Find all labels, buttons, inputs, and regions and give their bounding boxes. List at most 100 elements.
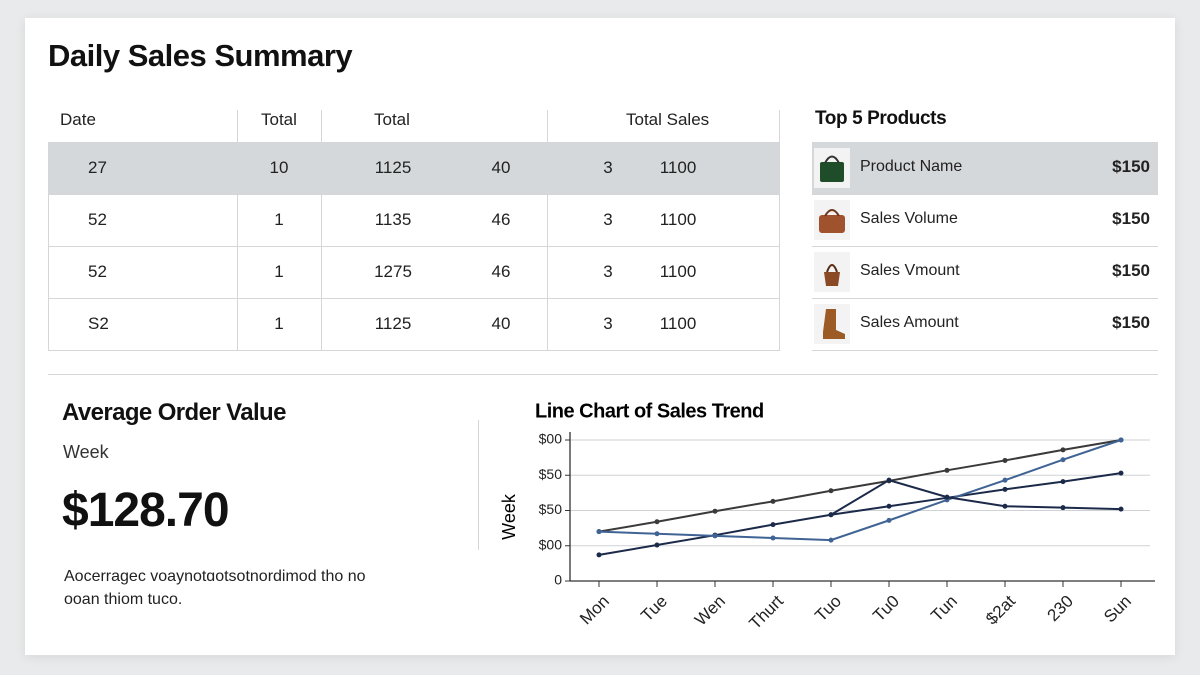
section-divider xyxy=(478,420,479,550)
row-divider xyxy=(812,246,1158,247)
row-divider xyxy=(812,298,1158,299)
series-point xyxy=(712,508,718,514)
x-tick-label: Wen xyxy=(691,592,729,630)
y-axis-label: Week xyxy=(499,493,519,540)
x-tick-label: $2at xyxy=(982,591,1019,628)
column-header: Total Sales xyxy=(626,110,710,129)
table-cell: 3 xyxy=(603,314,613,333)
y-tick-label: $00 xyxy=(539,431,563,447)
product-price: $150 xyxy=(1112,313,1150,332)
series-line xyxy=(598,439,1122,533)
series-point xyxy=(1002,457,1008,463)
series-point xyxy=(596,552,602,558)
table-cell: 52 xyxy=(88,210,107,229)
x-tick-label: Tue xyxy=(637,592,671,626)
product-name: Product Name xyxy=(860,158,963,175)
product-image xyxy=(814,148,850,188)
series-point xyxy=(770,535,776,541)
table-cell: 46 xyxy=(491,210,511,229)
row-divider xyxy=(812,194,1158,195)
series-point xyxy=(1002,486,1008,492)
row-highlight xyxy=(48,142,779,194)
column-header: Total xyxy=(261,110,297,129)
card xyxy=(25,18,1175,655)
table-cell: 10 xyxy=(269,158,289,177)
table-cell: 1100 xyxy=(659,262,697,281)
table-cell: 3 xyxy=(603,262,613,281)
y-tick-label: $00 xyxy=(539,536,563,552)
period-label: Week xyxy=(63,442,109,462)
product-price: $150 xyxy=(1112,261,1150,280)
series-point xyxy=(1118,506,1124,512)
row-divider xyxy=(48,142,779,143)
x-tick-label: Sun xyxy=(1100,592,1135,627)
x-tick-label: Tuo xyxy=(811,592,845,626)
row-divider xyxy=(48,194,779,195)
series-point xyxy=(828,537,834,543)
table-cell: 40 xyxy=(491,314,511,333)
y-tick-label: $50 xyxy=(539,501,563,517)
series-line xyxy=(830,479,1122,516)
series-point xyxy=(712,533,718,539)
table-cell: 1275 xyxy=(374,262,412,281)
x-tick-label: Tun xyxy=(927,592,961,626)
x-tick-label: Thurt xyxy=(746,591,788,633)
series-point xyxy=(886,477,892,483)
series-point xyxy=(654,542,660,548)
col-divider xyxy=(547,110,548,351)
product-price: $150 xyxy=(1112,157,1150,176)
series-point xyxy=(944,494,950,500)
kpi-value: $128.70 xyxy=(62,484,230,537)
table-cell: 40 xyxy=(491,158,511,177)
table-cell: 3 xyxy=(603,210,613,229)
series-point xyxy=(886,503,892,509)
row-divider xyxy=(48,246,779,247)
table-cell: S2 xyxy=(88,314,109,333)
table-cell: 3 xyxy=(603,158,613,177)
table-cell: 1 xyxy=(274,262,284,281)
table-cell: 27 xyxy=(88,158,107,177)
series-point xyxy=(1060,447,1066,453)
x-tick-label: Tu0 xyxy=(869,592,903,626)
y-tick-label: $50 xyxy=(539,466,563,482)
col-divider xyxy=(237,110,238,351)
series-point xyxy=(1118,437,1124,443)
x-tick-label: Mon xyxy=(576,592,613,629)
col-divider xyxy=(779,110,780,351)
row-divider xyxy=(48,298,779,299)
series-line xyxy=(598,439,1122,542)
chart-title: Line Chart of Sales Trend xyxy=(535,400,764,422)
product-image xyxy=(814,200,850,240)
product-image xyxy=(814,304,850,344)
series-point xyxy=(828,488,834,494)
column-header: Total xyxy=(374,110,410,129)
col-divider xyxy=(321,110,322,351)
column-header: Date xyxy=(60,110,96,129)
series-point xyxy=(770,498,776,504)
table-cell: 1 xyxy=(274,210,284,229)
series-point xyxy=(1060,457,1066,463)
series-point xyxy=(654,531,660,537)
product-image xyxy=(814,252,850,292)
product-name: Sales Volume xyxy=(860,210,958,227)
row-divider xyxy=(48,350,779,351)
series-point xyxy=(886,517,892,523)
series-line xyxy=(598,472,1122,556)
row-highlight xyxy=(812,142,1158,194)
panel-title: Top 5 Products xyxy=(815,108,947,129)
series-point xyxy=(1002,503,1008,509)
table-cell: 1125 xyxy=(374,158,412,177)
series-point xyxy=(770,522,776,528)
series-point xyxy=(828,512,834,518)
panel-title: Average Order Value xyxy=(62,399,286,426)
table-cell: 1 xyxy=(274,314,284,333)
y-tick-label: 0 xyxy=(554,572,562,588)
table-cell: 46 xyxy=(491,262,511,281)
section-divider xyxy=(48,374,1158,375)
table-cell: 1100 xyxy=(659,210,697,229)
page-title: Daily Sales Summary xyxy=(48,38,353,73)
table-cell: 1125 xyxy=(374,314,412,333)
table-cell: 1100 xyxy=(659,158,697,177)
